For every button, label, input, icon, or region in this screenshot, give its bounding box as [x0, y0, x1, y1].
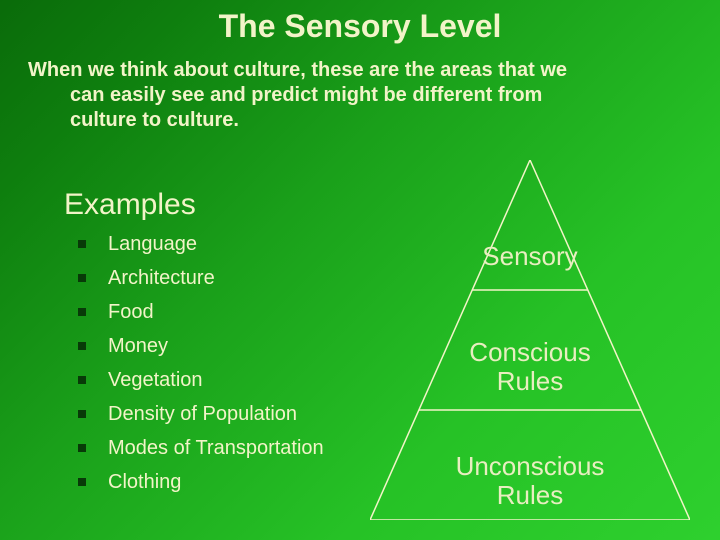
pyramid-level-sensory: Sensory: [370, 242, 690, 271]
list-item: Food: [78, 300, 358, 324]
bullet-icon: [78, 274, 86, 282]
example-label: Vegetation: [108, 368, 203, 392]
bullet-icon: [78, 376, 86, 384]
bullet-icon: [78, 410, 86, 418]
pyramid-diagram: Sensory ConsciousRules UnconsciousRules: [370, 160, 690, 520]
subtitle-line2: can easily see and predict might be diff…: [28, 83, 692, 108]
slide-subtitle: When we think about culture, these are t…: [28, 58, 692, 133]
example-label: Clothing: [108, 470, 181, 494]
subtitle-line3: culture to culture.: [28, 108, 692, 133]
slide-title: The Sensory Level: [0, 8, 720, 45]
list-item: Vegetation: [78, 368, 358, 392]
bullet-icon: [78, 342, 86, 350]
pyramid-level-unconscious: UnconsciousRules: [370, 452, 690, 509]
example-label: Modes of Transportation: [108, 436, 324, 460]
example-label: Money: [108, 334, 168, 358]
example-label: Density of Population: [108, 402, 297, 426]
subtitle-line1: When we think about culture, these are t…: [28, 59, 567, 81]
example-label: Architecture: [108, 266, 215, 290]
list-item: Clothing: [78, 470, 358, 494]
bullet-icon: [78, 308, 86, 316]
list-item: Modes of Transportation: [78, 436, 358, 460]
example-label: Food: [108, 300, 154, 324]
bullet-icon: [78, 444, 86, 452]
pyramid-level-conscious: ConsciousRules: [370, 338, 690, 395]
list-item: Money: [78, 334, 358, 358]
example-label: Language: [108, 232, 197, 256]
examples-header: Examples: [64, 188, 196, 222]
bullet-icon: [78, 478, 86, 486]
bullet-icon: [78, 240, 86, 248]
list-item: Density of Population: [78, 402, 358, 426]
slide: The Sensory Level When we think about cu…: [0, 0, 720, 540]
list-item: Architecture: [78, 266, 358, 290]
examples-list: Language Architecture Food Money Vegetat…: [78, 232, 358, 504]
list-item: Language: [78, 232, 358, 256]
